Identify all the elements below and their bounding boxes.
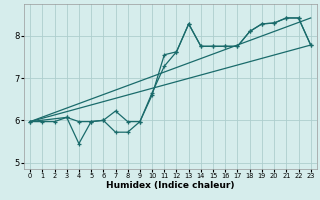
X-axis label: Humidex (Indice chaleur): Humidex (Indice chaleur) [106, 181, 235, 190]
